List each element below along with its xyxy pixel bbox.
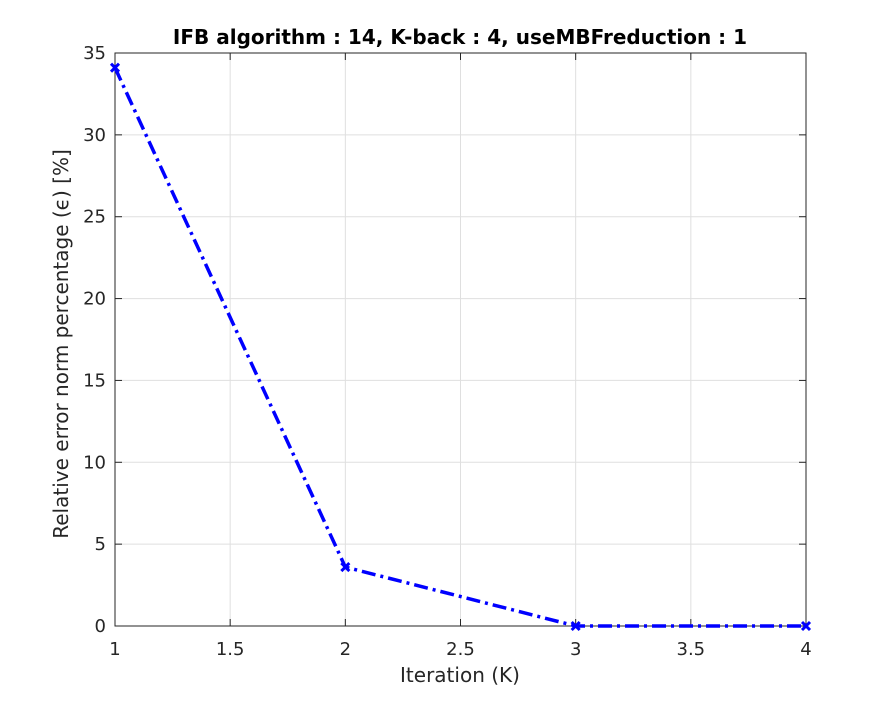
chart-title: IFB algorithm : 14, K-back : 4, useMBFre… xyxy=(173,25,747,49)
y-tick-label: 30 xyxy=(83,125,106,146)
y-axis-label: Relative error norm percentage (ϵ) [%] xyxy=(49,149,73,539)
series-line xyxy=(113,67,806,628)
data-point-marker xyxy=(570,620,581,632)
x-axis-label: Iteration (K) xyxy=(400,663,520,687)
x-tick-label: 3 xyxy=(570,639,581,660)
marker-stroke xyxy=(800,620,812,632)
x-tick-label: 3.5 xyxy=(677,639,706,660)
labels: IFB algorithm : 14, K-back : 4, useMBFre… xyxy=(49,25,747,687)
y-tick-label: 10 xyxy=(83,452,106,473)
data-point-marker xyxy=(109,62,121,73)
x-tick-label: 1.5 xyxy=(216,639,245,660)
marker-stroke xyxy=(340,562,351,573)
x-tick-label: 4 xyxy=(800,639,811,660)
y-tick-label: 20 xyxy=(83,289,106,310)
series-layer xyxy=(109,62,812,632)
y-tick-label: 15 xyxy=(83,370,106,391)
axes: 1 1.5 2 2.5 3 3.5 4 0 5 10 15 20 25 30 35 xyxy=(83,43,812,660)
y-tick-label: 35 xyxy=(83,43,106,64)
marker-stroke xyxy=(570,620,581,632)
x-tick-label: 2 xyxy=(340,639,351,660)
y-tick-label: 5 xyxy=(95,534,106,555)
marker-stroke xyxy=(109,62,121,73)
data-point-marker xyxy=(340,562,351,573)
y-tick-label: 25 xyxy=(83,207,106,228)
y-tick-label: 0 xyxy=(95,616,106,637)
data-point-marker xyxy=(800,620,812,632)
grid xyxy=(114,52,807,627)
x-tick-label: 1 xyxy=(109,639,120,660)
x-tick-label: 2.5 xyxy=(446,639,475,660)
